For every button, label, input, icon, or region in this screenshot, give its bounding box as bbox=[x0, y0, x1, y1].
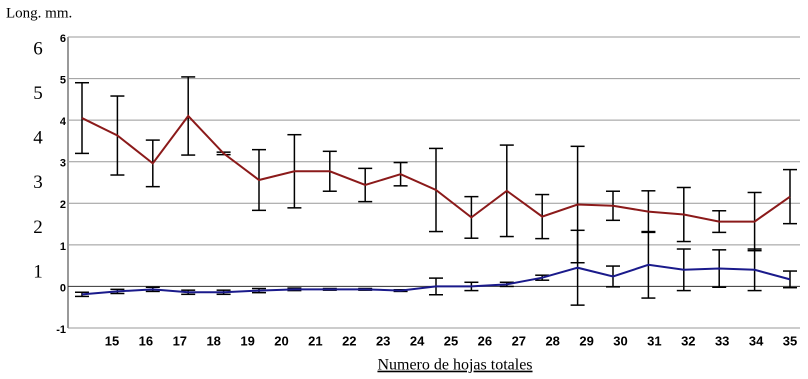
y-axis-title: Long. mm. bbox=[6, 5, 72, 21]
y2-tick-label: 5 bbox=[33, 83, 43, 104]
x-tick-label: 27 bbox=[512, 333, 526, 348]
x-tick-label: 28 bbox=[545, 333, 559, 348]
x-tick-label: 21 bbox=[308, 333, 322, 348]
y2-tick-label: 1 bbox=[33, 261, 43, 282]
y-tick-label: 2 bbox=[60, 199, 66, 211]
x-tick-label: 29 bbox=[579, 333, 593, 348]
series-line bbox=[81, 114, 791, 223]
y-tick-label: 3 bbox=[60, 158, 66, 170]
x-tick-label: 17 bbox=[173, 333, 187, 348]
y-tick-label: -1 bbox=[56, 324, 66, 336]
error-bar bbox=[783, 168, 797, 225]
x-tick-label: 19 bbox=[240, 333, 254, 348]
y-tick-label: 5 bbox=[60, 74, 66, 86]
y-tick-label: 0 bbox=[60, 282, 66, 294]
x-tick-label: 32 bbox=[681, 333, 695, 348]
x-tick-label: 22 bbox=[342, 333, 356, 348]
y-tick-label: 6 bbox=[60, 33, 66, 45]
series-line bbox=[81, 263, 791, 296]
y-tick-label: 4 bbox=[60, 116, 67, 128]
y2-tick-label: 4 bbox=[33, 128, 43, 149]
x-tick-label: 33 bbox=[715, 333, 729, 348]
x-tick-label: 31 bbox=[647, 333, 661, 348]
x-tick-label: 25 bbox=[444, 333, 458, 348]
x-tick-label: 16 bbox=[139, 333, 153, 348]
x-tick-label: 18 bbox=[206, 333, 220, 348]
x-tick-label: 20 bbox=[274, 333, 288, 348]
y-tick-label: 1 bbox=[60, 241, 66, 253]
x-tick-label: 34 bbox=[749, 333, 764, 348]
x-axis-title: Numero de hojas totales bbox=[377, 357, 532, 374]
x-tick-label: 26 bbox=[478, 333, 492, 348]
x-tick-label: 23 bbox=[376, 333, 390, 348]
y2-tick-label: 6 bbox=[33, 38, 43, 59]
x-tick-label: 30 bbox=[613, 333, 627, 348]
x-tick-label: 35 bbox=[783, 333, 797, 348]
error-bar bbox=[783, 270, 797, 289]
x-tick-label: 24 bbox=[410, 333, 425, 348]
x-tick-label: 15 bbox=[105, 333, 119, 348]
y2-tick-label: 3 bbox=[33, 172, 43, 193]
y2-tick-label: 2 bbox=[33, 217, 43, 238]
